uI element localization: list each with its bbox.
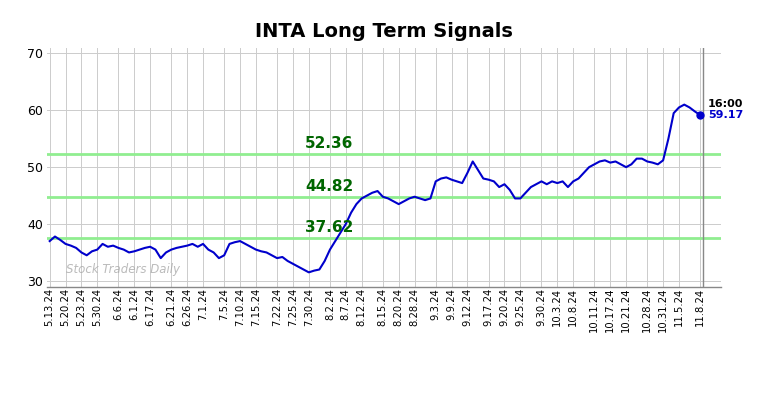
Text: Stock Traders Daily: Stock Traders Daily [66, 263, 180, 276]
Text: 16:00: 16:00 [708, 99, 743, 109]
Text: 52.36: 52.36 [305, 137, 354, 152]
Text: 59.17: 59.17 [708, 110, 743, 120]
Title: INTA Long Term Signals: INTA Long Term Signals [256, 21, 513, 41]
Text: 44.82: 44.82 [305, 179, 354, 194]
Text: 37.62: 37.62 [305, 220, 354, 235]
